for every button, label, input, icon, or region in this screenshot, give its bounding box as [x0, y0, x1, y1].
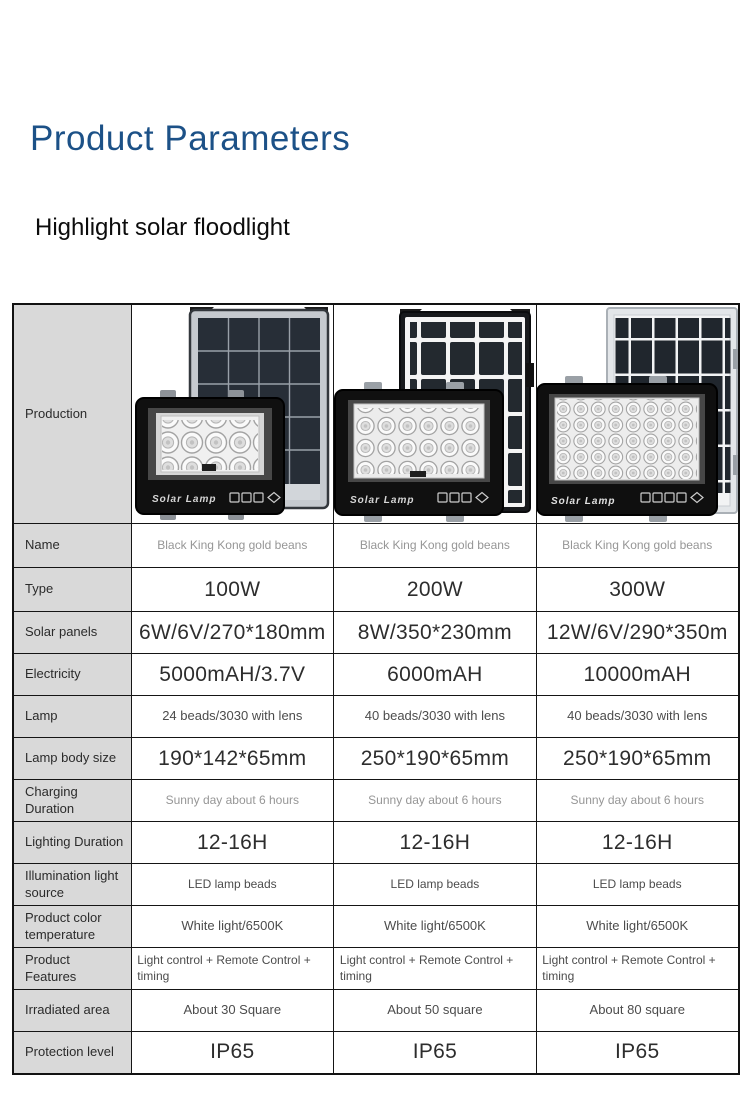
param-label: Lamp [12, 695, 132, 738]
param-value: Light control + Remote Control + timing [130, 947, 335, 990]
product-photo-100w: Solar Lamp [130, 303, 335, 524]
product-photo-300w-graphic: Solar Lamp [537, 307, 738, 522]
param-value: 40 beads/3030 with lens [333, 695, 537, 738]
param-label: Lighting Duration [12, 821, 132, 864]
param-label: Illumination light source [12, 863, 132, 906]
param-label-production: Production [12, 303, 132, 524]
param-value: Black King Kong gold beans [333, 523, 537, 568]
product-photo-100w-graphic: Solar Lamp [134, 307, 329, 520]
param-value: 12-16H [130, 821, 335, 864]
param-value: 12W/6V/290*350m [535, 611, 740, 654]
param-label: Solar panels [12, 611, 132, 654]
table-row-illumination-light-source: Illumination light source LED lamp beads… [12, 863, 740, 906]
param-value: Black King Kong gold beans [535, 523, 740, 568]
param-value: 250*190*65mm [333, 737, 537, 780]
product-photo-200w: Solar Lamp [333, 303, 537, 524]
param-value: IP65 [333, 1031, 537, 1074]
param-value: 40 beads/3030 with lens [535, 695, 740, 738]
certification-badge-icons [640, 491, 704, 504]
param-value-text: Light control + Remote Control + timing [339, 952, 514, 983]
param-value: White light/6500K [535, 905, 740, 948]
param-value: 190*142*65mm [130, 737, 335, 780]
table-row-protection-level: Protection level IP65 IP65 IP65 [12, 1031, 740, 1074]
param-label: Product color temperature [12, 905, 132, 948]
param-label: Irradiated area [12, 989, 132, 1032]
param-value: 12-16H [333, 821, 537, 864]
param-value: 200W [333, 567, 537, 612]
table-row-solar-panels: Solar panels 6W/6V/270*180mm 8W/350*230m… [12, 611, 740, 654]
table-row-charging-duration: Charging Duration Sunny day about 6 hour… [12, 779, 740, 822]
table-row-type: Type 100W 200W 300W [12, 567, 740, 612]
param-value: 12-16H [535, 821, 740, 864]
param-label: Lamp body size [12, 737, 132, 780]
param-value: Sunny day about 6 hours [130, 779, 335, 822]
table-row-product-color-temperature: Product color temperature White light/65… [12, 905, 740, 948]
table-row-lighting-duration: Lighting Duration 12-16H 12-16H 12-16H [12, 821, 740, 864]
param-value: White light/6500K [333, 905, 537, 948]
param-value: 6W/6V/270*180mm [130, 611, 335, 654]
floodlight-graphic: Solar Lamp [334, 382, 505, 522]
table-row-electricity: Electricity 5000mAH/3.7V 6000mAH 10000mA… [12, 653, 740, 696]
floodlight-graphic: Solar Lamp [134, 390, 285, 520]
param-label: Electricity [12, 653, 132, 696]
table-row-lamp: Lamp 24 beads/3030 with lens 40 beads/30… [12, 695, 740, 738]
table-row-lamp-body-size: Lamp body size 190*142*65mm 250*190*65mm… [12, 737, 740, 780]
param-value: Light control + Remote Control + timing [333, 947, 537, 990]
param-value: About 50 square [333, 989, 537, 1032]
param-value: LED lamp beads [333, 863, 537, 906]
table-row-production: Production [12, 303, 740, 524]
param-value: 250*190*65mm [535, 737, 740, 780]
param-label: Protection level [12, 1031, 132, 1074]
param-value: Light control + Remote Control + timing [535, 947, 740, 990]
page-subtitle: Highlight solar floodlight [35, 214, 290, 241]
param-value: 24 beads/3030 with lens [130, 695, 335, 738]
param-value: 10000mAH [535, 653, 740, 696]
solar-lamp-label: Solar Lamp [551, 496, 615, 507]
param-label: Name [12, 523, 132, 568]
param-value: 6000mAH [333, 653, 537, 696]
param-value: White light/6500K [130, 905, 335, 948]
param-value-text: Black King Kong gold beans [157, 537, 308, 552]
page-title: Product Parameters [30, 119, 351, 158]
param-label: Product Features [12, 947, 132, 990]
param-value: Sunny day about 6 hours [535, 779, 740, 822]
product-parameters-table: Production [12, 303, 740, 1075]
param-value-text: Light control + Remote Control + timing [137, 952, 311, 983]
param-value: IP65 [130, 1031, 335, 1074]
param-label: Type [12, 567, 132, 612]
product-photo-200w-graphic: Solar Lamp [334, 309, 535, 522]
param-value: About 30 Square [130, 989, 335, 1032]
param-value-text: Light control + Remote Control + timing [542, 952, 716, 983]
param-label: Charging Duration [12, 779, 132, 822]
param-value: About 80 square [535, 989, 740, 1032]
param-value: Sunny day about 6 hours [333, 779, 537, 822]
product-photo-300w: Solar Lamp [535, 303, 740, 524]
param-value-text: Black King Kong gold beans [562, 537, 713, 552]
table-row-product-features: Product Features Light control + Remote … [12, 947, 740, 990]
param-value: 300W [535, 567, 740, 612]
param-value: 8W/350*230mm [333, 611, 537, 654]
param-value: LED lamp beads [535, 863, 740, 906]
param-value: 5000mAH/3.7V [130, 653, 335, 696]
certification-badge-icons [228, 491, 281, 504]
table-row-irradiated-area: Irradiated area About 30 Square About 50… [12, 989, 740, 1032]
certification-badge-icons [437, 491, 490, 504]
param-value: IP65 [535, 1031, 740, 1074]
solar-lamp-label: Solar Lamp [350, 495, 414, 506]
param-value: 100W [130, 567, 335, 612]
table-row-name: Name Black King Kong gold beans Black Ki… [12, 523, 740, 568]
floodlight-graphic: Solar Lamp [537, 376, 718, 522]
solar-lamp-label: Solar Lamp [152, 494, 216, 505]
param-value-text: Black King Kong gold beans [359, 537, 510, 552]
param-value: Black King Kong gold beans [130, 523, 335, 568]
param-value: LED lamp beads [130, 863, 335, 906]
